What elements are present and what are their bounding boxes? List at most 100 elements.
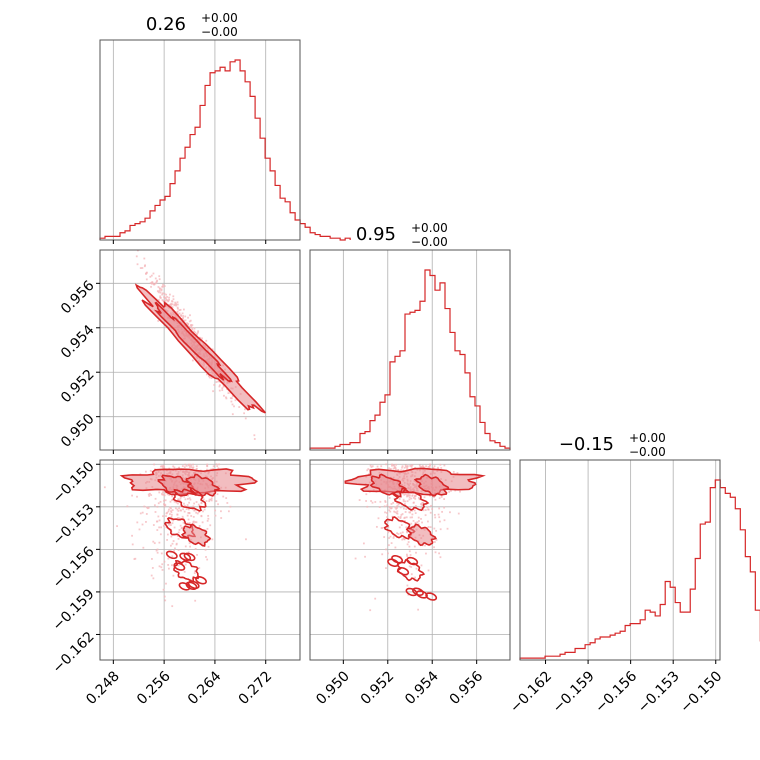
scatter-point: [169, 293, 171, 296]
scatter-point: [172, 465, 175, 468]
scatter-point: [159, 295, 162, 298]
scatter-point: [136, 263, 139, 266]
scatter-point: [198, 567, 201, 569]
scatter-point: [193, 327, 196, 330]
y-tick-label-p3-4: −0.150: [50, 459, 98, 507]
scatter-point: [414, 512, 417, 515]
scatter-point: [412, 524, 415, 527]
x-tick-label-p2-1: 0.952: [358, 668, 398, 708]
scatter-point: [399, 517, 402, 520]
scatter-point: [156, 551, 159, 554]
scatter-point: [410, 573, 413, 576]
scatter-point: [415, 567, 418, 570]
scatter-point: [143, 257, 146, 260]
scatter-point: [180, 314, 182, 317]
scatter-point: [388, 467, 390, 470]
scatter-point: [439, 463, 442, 466]
scatter-point: [456, 472, 459, 474]
scatter-point: [198, 510, 200, 513]
scatter-point: [194, 570, 196, 573]
scatter-point: [150, 274, 153, 277]
scatter-point: [412, 520, 415, 522]
scatter-point: [195, 465, 198, 468]
scatter-point: [210, 497, 213, 500]
scatter-point: [388, 506, 391, 509]
scatter-point: [178, 467, 180, 469]
scatter-point: [157, 502, 160, 505]
scatter-point: [439, 556, 442, 559]
scatter-point: [158, 275, 161, 278]
scatter-point: [423, 466, 426, 469]
scatter-point: [175, 542, 178, 545]
scatter-point: [434, 498, 437, 501]
scatter-point: [159, 500, 162, 503]
scatter-point: [419, 466, 422, 468]
scatter-point: [177, 510, 180, 512]
scatter-point: [392, 501, 395, 504]
scatter-point: [391, 515, 394, 518]
scatter-point: [162, 464, 165, 467]
scatter-point: [196, 332, 198, 335]
scatter-point: [378, 506, 381, 509]
scatter-point: [167, 510, 170, 513]
scatter-point: [401, 466, 403, 469]
scatter-point: [154, 511, 157, 513]
title-3: −0.15 +0.00 −0.00: [559, 431, 666, 459]
scatter-point: [384, 511, 386, 514]
scatter-point: [175, 302, 177, 305]
scatter-point: [195, 511, 198, 514]
scatter-point: [410, 497, 413, 500]
scatter-point: [171, 564, 173, 567]
scatter-point: [171, 499, 173, 502]
scatter-point: [426, 506, 429, 509]
scatter-point: [197, 331, 199, 334]
x-tick-label-p3-3: −0.153: [635, 668, 683, 716]
scatter-point: [157, 320, 160, 322]
scatter-point: [177, 531, 180, 534]
scatter-point: [395, 468, 397, 471]
scatter-point: [397, 533, 400, 535]
scatter-point: [154, 282, 157, 285]
scatter-point: [165, 515, 167, 517]
scatter-point: [433, 513, 436, 516]
scatter-point: [176, 303, 179, 306]
scatter-point: [189, 319, 192, 322]
scatter-point: [207, 545, 210, 548]
scatter-point: [435, 539, 438, 541]
scatter-point: [149, 282, 152, 284]
scatter-point: [213, 384, 216, 386]
scatter-point: [148, 495, 151, 497]
scatter-point: [136, 521, 139, 524]
scatter-point: [452, 470, 455, 473]
scatter-point: [384, 501, 387, 503]
scatter-point: [168, 296, 170, 299]
scatter-point: [139, 267, 142, 269]
scatter-point: [417, 516, 420, 519]
contour-fleck-6: [416, 590, 428, 599]
scatter-point: [207, 514, 210, 517]
scatter-point: [189, 545, 191, 548]
scatter-point: [152, 577, 155, 580]
scatter-point: [417, 608, 420, 611]
scatter-point: [143, 505, 146, 508]
scatter-point: [188, 466, 191, 468]
scatter-point: [370, 500, 372, 502]
scatter-point: [203, 508, 206, 511]
scatter-point: [174, 547, 176, 550]
scatter-point: [164, 300, 167, 302]
x-tick-label-p1-0: 0.248: [83, 668, 123, 708]
scatter-point: [208, 498, 211, 501]
scatter-point: [126, 505, 129, 508]
scatter-point: [212, 465, 215, 468]
scatter-point: [175, 501, 178, 504]
scatter-point: [190, 325, 193, 328]
panel-frame-2-2: [309, 249, 511, 451]
scatter-point: [135, 255, 138, 258]
scatter-point: [381, 553, 384, 556]
contour-fleck-3: [165, 550, 178, 560]
scatter-point: [414, 495, 417, 497]
scatter-point: [179, 524, 182, 527]
scatter-point: [214, 509, 217, 512]
scatter-point: [164, 499, 167, 502]
scatter-point: [168, 522, 171, 525]
